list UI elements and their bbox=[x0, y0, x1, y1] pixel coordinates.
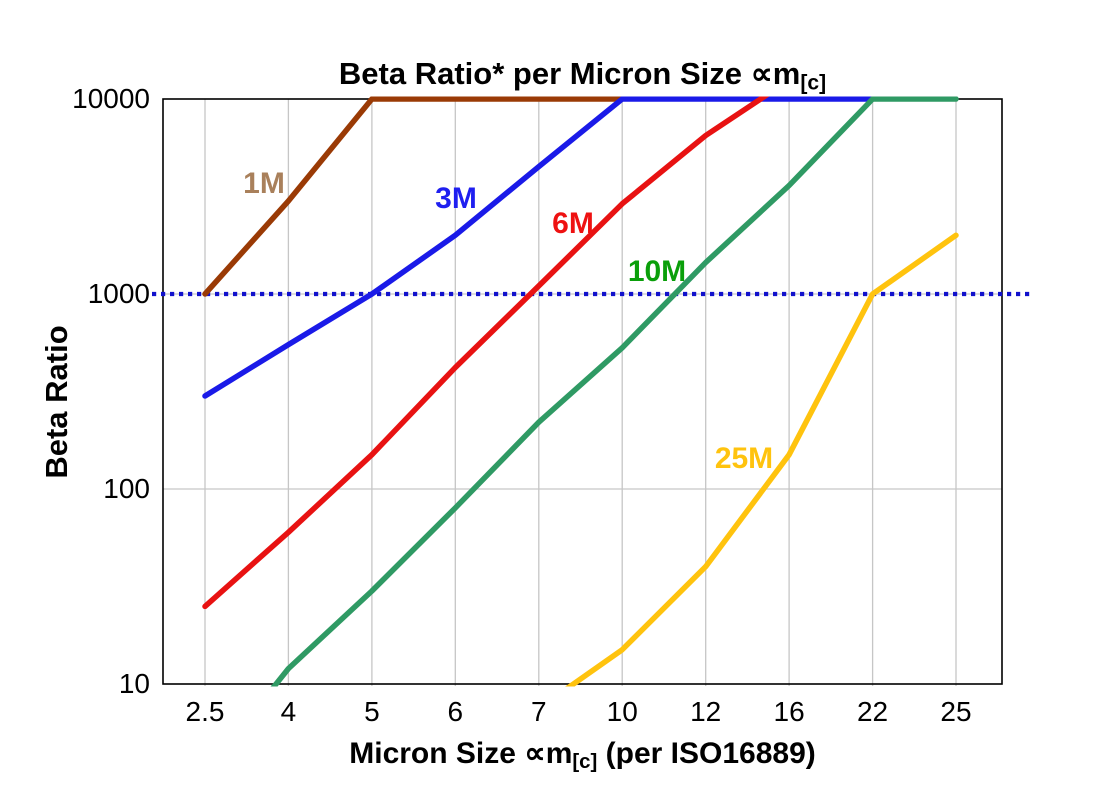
x-tick-label: 5 bbox=[364, 696, 380, 727]
series-label-6M: 6M bbox=[552, 207, 594, 240]
chart-title-text: Beta Ratio* per Micron Size ∝m bbox=[338, 56, 801, 91]
series-label-25M: 25M bbox=[715, 442, 773, 475]
series-line-6M bbox=[202, 96, 770, 610]
x-tick-label: 25 bbox=[940, 696, 972, 727]
y-tick-label: 100 bbox=[103, 473, 150, 504]
y-tick-label: 1000 bbox=[87, 278, 150, 309]
series-line-25M bbox=[565, 232, 959, 687]
x-tick-label: 4 bbox=[280, 696, 297, 727]
x-axis-title-text: Micron Size ∝m bbox=[349, 737, 573, 770]
y-tick-label: 10000 bbox=[72, 83, 150, 114]
x-axis-title-suffix: (per ISO16889) bbox=[597, 737, 816, 770]
series-label-3M: 3M bbox=[435, 182, 477, 215]
series-label-10M: 10M bbox=[628, 255, 686, 288]
y-tick-label: 10 bbox=[118, 668, 150, 699]
series-label-1M: 1M bbox=[243, 167, 285, 200]
x-tick-label: 22 bbox=[856, 696, 889, 727]
chart-title: Beta Ratio* per Micron Size ∝m[c] bbox=[163, 56, 1002, 95]
x-tick-label: 2.5 bbox=[185, 696, 225, 727]
x-tick-label: 6 bbox=[447, 696, 464, 727]
x-axis-title-subscript: [c] bbox=[572, 751, 598, 774]
x-tick-label: 16 bbox=[773, 696, 805, 727]
series-line-10M bbox=[270, 96, 959, 687]
chart-title-subscript: [c] bbox=[800, 71, 827, 95]
series-line-1M bbox=[202, 96, 625, 297]
x-tick-label: 10 bbox=[606, 696, 638, 727]
x-tick-label: 7 bbox=[530, 696, 547, 727]
x-axis-title: Micron Size ∝m[c] (per ISO16889) bbox=[163, 736, 1002, 774]
x-tick-label: 12 bbox=[690, 696, 722, 727]
